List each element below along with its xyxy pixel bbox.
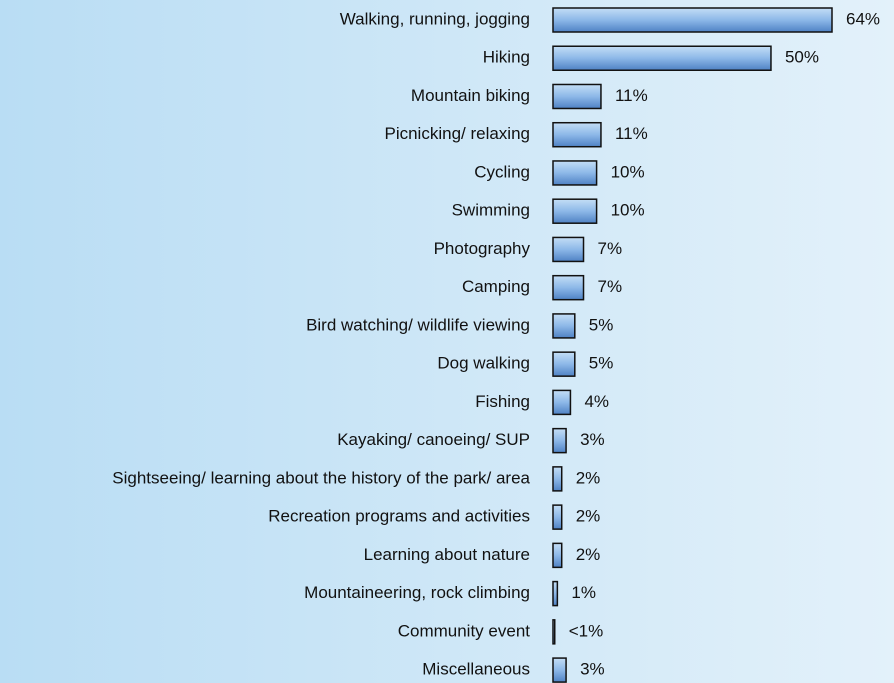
value-label: 1% [571,583,596,602]
bar [552,427,567,454]
value-label: <1% [569,621,604,640]
value-label: 10% [611,201,645,220]
category-label: Bird watching/ wildlife viewing [306,315,530,334]
value-label: 50% [785,48,819,67]
category-label: Learning about nature [364,545,530,564]
value-label: 5% [589,315,614,334]
value-label: 2% [576,545,601,564]
bar [552,542,563,569]
bar [552,274,585,301]
value-label: 2% [576,468,601,487]
category-label: Mountain biking [411,86,530,105]
category-label: Miscellaneous [422,660,530,679]
bar [552,580,559,607]
category-label: Hiking [483,48,530,67]
bar [552,351,576,377]
category-label: Fishing [475,392,530,411]
value-label: 3% [580,430,605,449]
category-label: Community event [398,621,531,640]
category-label: Photography [434,239,531,258]
value-label: 11% [615,124,648,143]
bar [552,619,556,645]
category-label: Mountaineering, rock climbing [304,583,530,602]
category-label: Kayaking/ canoeing/ SUP [337,430,530,449]
bar [552,83,602,110]
bar [552,466,563,492]
bar [552,121,602,148]
value-label: 2% [576,507,601,526]
bar [552,657,567,683]
value-label: 7% [598,239,623,258]
value-label: 5% [589,354,614,373]
value-label: 64% [846,9,880,28]
category-label: Cycling [474,162,530,181]
value-label: 3% [580,660,605,679]
bar [552,313,576,339]
category-label: Swimming [452,201,530,220]
value-label: 4% [584,392,609,411]
value-label: 11% [615,86,648,105]
category-label: Picnicking/ relaxing [384,124,530,143]
category-label: Sightseeing/ learning about the history … [112,468,530,487]
bar [552,45,772,71]
category-label: Recreation programs and activities [268,507,530,526]
bar [552,198,598,224]
category-label: Dog walking [437,354,530,373]
category-label: Walking, running, jogging [340,9,530,28]
value-label: 7% [598,277,623,296]
category-label: Camping [462,277,530,296]
bar [552,236,585,263]
bar [552,7,833,33]
bar [552,504,563,530]
value-label: 10% [611,162,645,181]
bar [552,389,572,416]
bar [552,160,598,186]
